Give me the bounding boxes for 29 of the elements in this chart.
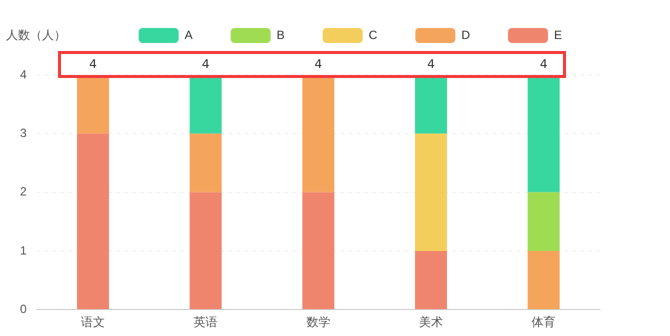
bar [190, 134, 222, 192]
bar [528, 192, 560, 251]
y-tick-label: 0 [20, 302, 27, 316]
bar [415, 134, 447, 251]
x-tick-label: 数学 [306, 315, 330, 330]
y-axis-title: 人数（人） [6, 28, 66, 42]
y-tick-label: 2 [20, 184, 27, 199]
total-label: 4 [314, 57, 322, 72]
x-tick-label: 语文 [81, 315, 106, 330]
total-label: 4 [202, 57, 210, 72]
bar [302, 192, 334, 310]
legend-label: C [368, 28, 378, 42]
bar [77, 134, 110, 310]
total-label: 4 [540, 57, 548, 72]
legend-label: A [184, 28, 193, 42]
bar [190, 192, 222, 310]
bar [415, 250, 447, 310]
y-tick-label: 3 [20, 126, 27, 140]
bar [528, 250, 560, 310]
x-tick-label: 英语 [194, 315, 218, 330]
x-tick-label: 美术 [419, 315, 443, 330]
total-label: 4 [89, 57, 97, 72]
y-tick-label: 1 [20, 243, 27, 258]
x-tick-label: 体育 [532, 315, 556, 330]
legend-label: B [276, 28, 285, 42]
y-tick-label: 4 [20, 67, 27, 82]
legend-label: E [554, 28, 562, 42]
legend-label: D [461, 28, 470, 42]
total-label: 4 [427, 57, 435, 72]
